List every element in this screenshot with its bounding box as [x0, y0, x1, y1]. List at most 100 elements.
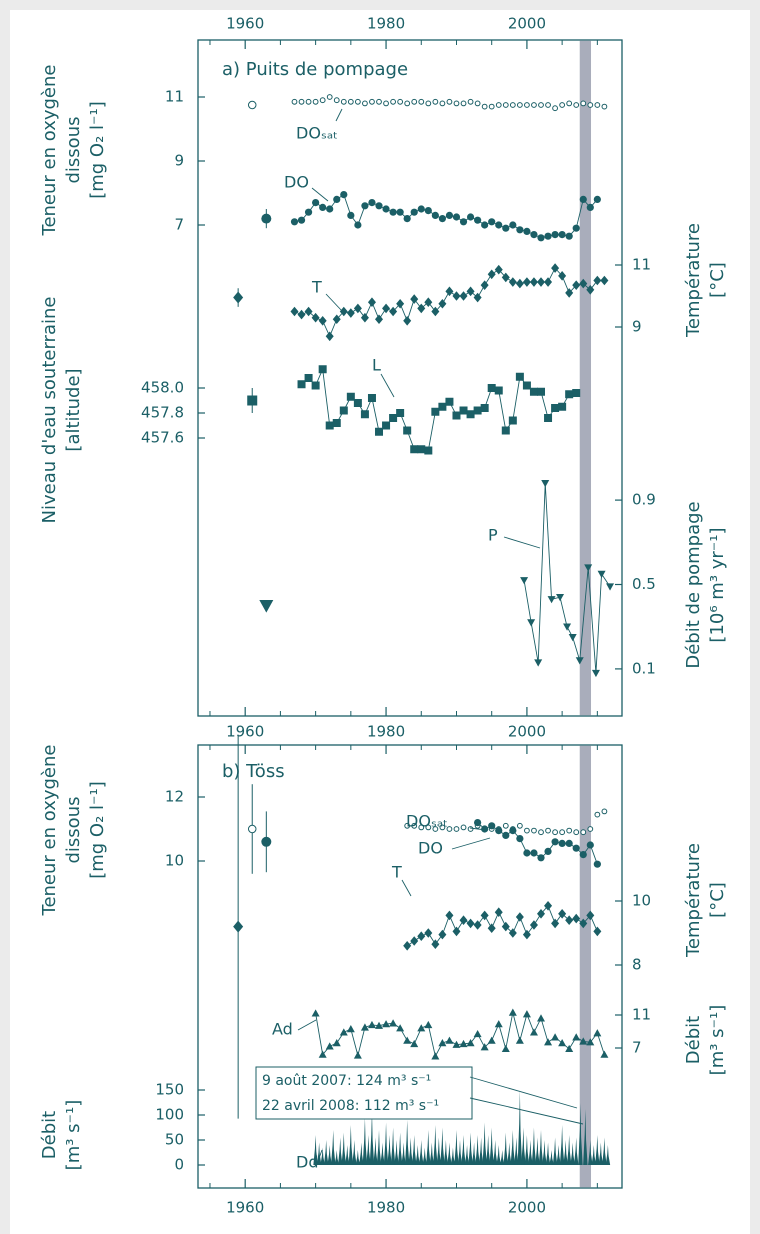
- marker-open-circle: [545, 827, 551, 834]
- y-tick-label: 10: [165, 852, 184, 870]
- marker-open-circle: [376, 98, 382, 105]
- marker-diamond: [565, 288, 574, 298]
- marker-open-circle: [467, 98, 474, 105]
- marker-circle: [361, 202, 369, 210]
- marker-diamond: [572, 280, 581, 290]
- discharge-spike: [348, 1125, 354, 1165]
- marker-square: [396, 409, 405, 417]
- marker-circle: [558, 839, 566, 848]
- marker-diamond: [551, 263, 560, 273]
- discharge-spike: [345, 1145, 350, 1165]
- marker-open-circle: [439, 100, 446, 107]
- marker-square: [558, 402, 567, 411]
- marker-open-circle: [573, 829, 580, 836]
- marker-diamond: [424, 297, 433, 307]
- marker-circle: [403, 215, 411, 223]
- marker-square: [459, 406, 468, 415]
- marker-square: [466, 410, 475, 419]
- marker-diamond: [501, 272, 510, 283]
- discharge-spike: [415, 1145, 421, 1165]
- marker-open-circle: [425, 100, 432, 107]
- marker-square: [297, 380, 306, 389]
- axis-label: [m³ s⁻¹]: [63, 1100, 84, 1171]
- discharge-spike: [500, 1150, 505, 1165]
- marker-triangle: [259, 600, 274, 613]
- marker-circle: [530, 849, 538, 857]
- marker-triangle: [466, 1039, 475, 1047]
- marker-diamond: [396, 298, 405, 309]
- series-leader: [317, 1149, 323, 1162]
- discharge-spike: [422, 1147, 428, 1165]
- marker-diamond: [494, 907, 503, 917]
- discharge-spike: [598, 1142, 604, 1165]
- axis-label: [°C]: [707, 262, 728, 298]
- discharge-spike: [578, 1103, 583, 1165]
- marker-diamond: [459, 291, 468, 301]
- axis-label: Température: [683, 223, 704, 338]
- marker-circle: [304, 208, 313, 216]
- marker-diamond: [382, 303, 391, 314]
- marker-circle: [593, 860, 601, 868]
- marker-diamond: [410, 294, 419, 304]
- y-tick-label: 7: [174, 216, 184, 234]
- marker-triangle: [508, 1008, 517, 1016]
- x-tick-label: 1960: [226, 15, 264, 33]
- marker-circle: [523, 227, 531, 235]
- discharge-spike: [471, 1142, 477, 1165]
- marker-circle: [459, 218, 468, 226]
- discharge-spike: [464, 1145, 470, 1165]
- marker-circle: [565, 232, 573, 240]
- marker-circle: [551, 838, 559, 846]
- marker-diamond: [522, 277, 531, 287]
- y-tick-label: 457.6: [141, 429, 184, 447]
- marker-open-circle: [502, 102, 509, 108]
- marker-triangle: [417, 1024, 426, 1032]
- marker-triangle: [515, 1036, 524, 1044]
- marker-circle: [445, 211, 454, 219]
- marker-triangle: [551, 1033, 560, 1041]
- marker-circle: [558, 231, 566, 239]
- marker-circle: [586, 203, 594, 211]
- marker-open-circle: [411, 822, 418, 829]
- marker-circle: [488, 218, 496, 226]
- marker-triangle: [541, 480, 550, 488]
- discharge-spike: [478, 1137, 484, 1165]
- discharge-spike: [362, 1117, 368, 1165]
- marker-square: [247, 395, 258, 406]
- marker-triangle: [556, 593, 565, 602]
- marker-open-circle: [594, 102, 601, 108]
- marker-triangle: [318, 1050, 327, 1058]
- discharge-spike: [549, 1150, 554, 1165]
- marker-square: [382, 421, 391, 430]
- discharge-spike: [401, 1142, 406, 1165]
- discharge-spike: [535, 1137, 540, 1165]
- marker-circle: [466, 213, 475, 221]
- axis-label: dissous: [63, 797, 84, 864]
- marker-diamond: [487, 269, 496, 280]
- marker-triangle: [544, 1038, 553, 1046]
- marker-diamond: [389, 306, 398, 317]
- discharge-spike: [390, 1127, 396, 1165]
- marker-open-circle: [390, 98, 396, 105]
- annotation: 22 avril 2008: 112 m³ s⁻¹: [262, 1098, 439, 1114]
- marker-diamond: [537, 277, 546, 287]
- marker-triangle: [375, 1021, 384, 1029]
- discharge-spike: [341, 1132, 347, 1165]
- discharge-spike: [542, 1140, 547, 1165]
- marker-open-circle: [516, 102, 523, 108]
- series-label: L: [372, 356, 381, 375]
- series-leader: [401, 879, 412, 897]
- card: [10, 10, 750, 1234]
- discharge-spike: [426, 1130, 431, 1165]
- marker-open-circle: [312, 98, 319, 105]
- series-label: DOₛₐₜ: [406, 812, 448, 831]
- marker-square: [572, 389, 581, 397]
- marker-circle: [495, 827, 503, 835]
- discharge-spike: [496, 1145, 501, 1165]
- discharge-spike: [429, 1142, 435, 1165]
- discharge-spike: [316, 1142, 322, 1165]
- marker-square: [445, 397, 454, 406]
- marker-open-circle: [531, 827, 537, 834]
- marker-diamond: [508, 277, 517, 287]
